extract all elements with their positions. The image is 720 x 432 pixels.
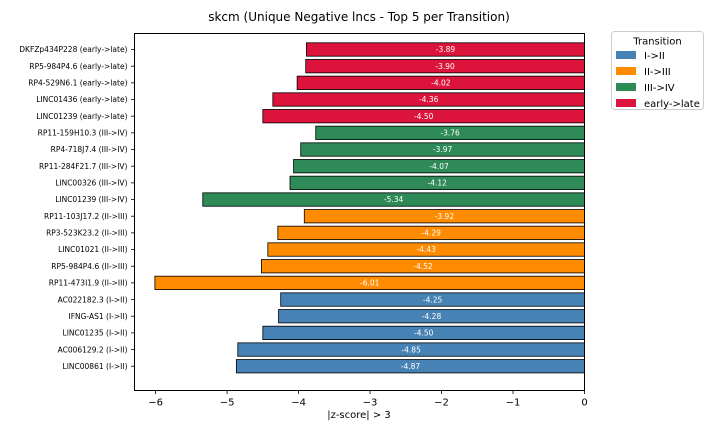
x-axis: −6 −5 −4 −3 −2 −1 0 [148,390,588,409]
legend-swatch [616,51,636,59]
y-tick-label: AC006129.2 (I->II) [58,345,128,354]
bar-value-label: -4.87 [401,362,421,371]
bar-value-label: -3.90 [435,62,455,71]
bar-value-label: -4.07 [429,162,449,171]
bar-value-label: -4.50 [414,329,434,338]
y-tick-label: IFNG-AS1 (I->II) [68,312,127,321]
bar-value-label: -3.89 [436,45,456,54]
bar-value-label: -4.43 [416,245,436,254]
bar-value-label: -3.92 [435,212,455,221]
legend: Transition I->II II->III III->IV early->late [611,31,704,110]
y-tick-label: RP5-984P4.6 (II->III) [51,262,127,271]
y-tick-label: RP5-984P4.6 (early->late) [29,62,127,71]
y-tick-label: LINC01021 (II->III) [58,245,127,254]
bar-value-label: -3.97 [433,145,453,154]
legend-label: early->late [644,99,700,110]
x-axis-label: |z-score| > 3 [327,410,391,421]
x-tick-label: −1 [506,398,521,409]
legend-swatch [616,83,636,91]
bar-value-label: -4.02 [431,79,451,88]
x-tick-label: −3 [363,398,378,409]
y-tick-label: AC022182.3 (I->II) [58,295,128,304]
chart-title: skcm (Unique Negative lncs - Top 5 per T… [208,10,510,24]
legend-swatch [616,67,636,75]
y-tick-label: RP11-159H10.3 (III->IV) [38,129,128,138]
y-tick-label: LINC01235 (I->II) [63,329,128,338]
y-tick-label: RP4-529N6.1 (early->late) [28,79,127,88]
bar-value-label: -4.25 [423,295,443,304]
bar-value-label: -6.01 [360,279,380,288]
y-tick-label: RP11-284F21.7 (III->IV) [39,162,128,171]
y-tick-label: LINC01239 (early->late) [36,112,127,121]
x-tick-label: −5 [220,398,235,409]
x-tick-label: 0 [581,398,587,409]
bar-value-label: -4.29 [421,229,441,238]
bar-value-label: -4.28 [422,312,442,321]
x-tick-label: −2 [434,398,449,409]
bar-value-label: -3.76 [440,129,460,138]
y-tick-label: DKFZp434P228 (early->late) [19,45,127,54]
bar-value-label: -4.50 [414,112,434,121]
bar-value-label: -4.52 [413,262,433,271]
y-tick-label: LINC00861 (I->II) [63,362,128,371]
y-tick-label: RP3-523K23.2 (II->III) [46,229,128,238]
y-axis: DKFZp434P228 (early->late) RP5-984P4.6 (e… [19,45,135,371]
y-tick-label: RP4-718J7.4 (III->IV) [51,145,128,154]
y-tick-label: LINC01436 (early->late) [36,95,127,104]
plot-frame [134,33,585,391]
legend-label: I->II [644,51,665,62]
y-tick-label: LINC01239 (III->IV) [55,195,127,204]
y-tick-label: RP11-103J17.2 (II->III) [44,212,128,221]
bar-value-label: -4.85 [401,345,421,354]
x-tick-label: −6 [148,398,163,409]
legend-swatch [616,99,636,107]
legend-label: III->IV [644,83,675,94]
x-tick-label: −4 [291,398,306,409]
plot-area: -3.89 -3.90 -4.02 -4.36 -4.50 -3.76 -3.97 -4.07… [154,42,585,374]
y-tick-label: RP11-473I1.9 (II->III) [49,279,128,288]
legend-title: Transition [632,37,681,48]
bar-value-label: -5.34 [384,195,404,204]
legend-label: II->III [644,67,671,78]
bar-value-label: -4.36 [419,95,439,104]
bar-value-label: -4.12 [428,179,448,188]
y-tick-label: LINC00326 (III->IV) [55,179,127,188]
